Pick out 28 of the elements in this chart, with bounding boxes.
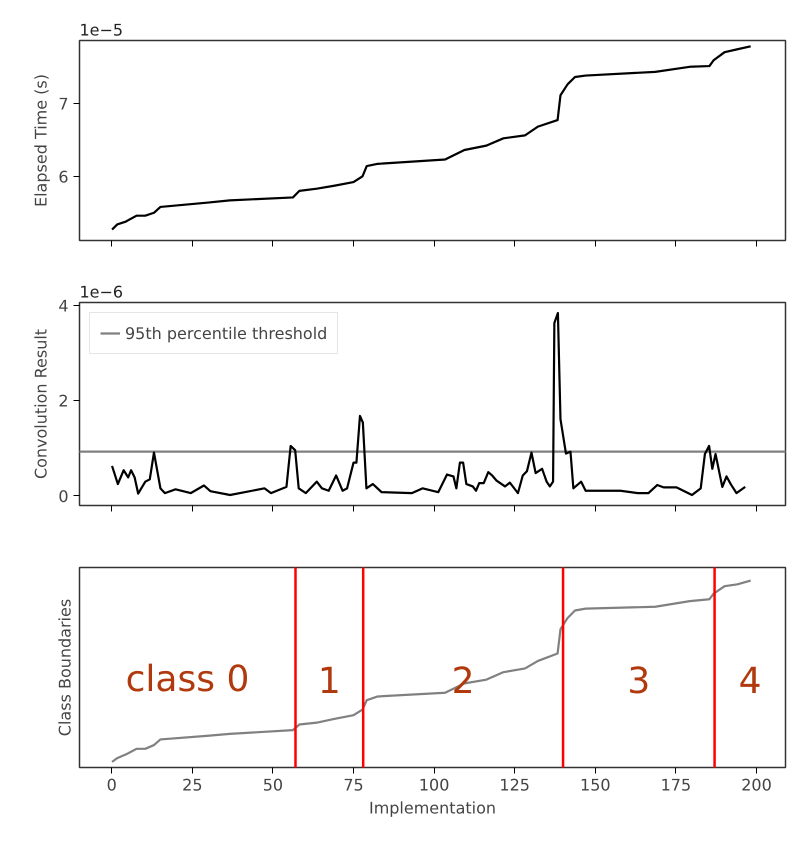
x-tick-label: 100: [418, 776, 450, 794]
annotation: 1: [318, 661, 341, 702]
y-tick-label: 7: [58, 94, 69, 114]
y-axis-title: Convolution Result: [31, 328, 50, 480]
text: 1e−5: [80, 20, 124, 40]
x-tick-label: 0: [106, 776, 117, 794]
y-tick-label: 6: [58, 167, 69, 186]
legend-label: 95th percentile threshold: [125, 324, 328, 342]
text: 1e−6: [80, 282, 124, 302]
y-tick-label: 4: [58, 296, 69, 316]
annotation: 3: [627, 661, 650, 702]
annotation: 4: [738, 661, 762, 702]
x-tick-label: 75: [343, 776, 364, 794]
x-axis-title: Implementation: [368, 798, 496, 818]
x-tick-label: 50: [262, 776, 284, 794]
y-axis-title: Class Boundaries: [56, 598, 74, 736]
annotation: class 0: [126, 659, 250, 700]
x-tick-label: 175: [660, 776, 692, 794]
x-tick-label: 200: [741, 776, 772, 794]
x-tick-label: 150: [580, 776, 611, 794]
y-tick-label: 0: [58, 486, 69, 506]
line-series: [110, 312, 746, 496]
y-axis-title: Elapsed Time (s): [31, 74, 50, 207]
x-tick-label: 25: [182, 776, 203, 794]
line-series: [110, 45, 752, 231]
y-tick-label: 2: [58, 392, 69, 411]
x-tick-label: 125: [499, 776, 530, 794]
annotation: 2: [452, 661, 475, 702]
